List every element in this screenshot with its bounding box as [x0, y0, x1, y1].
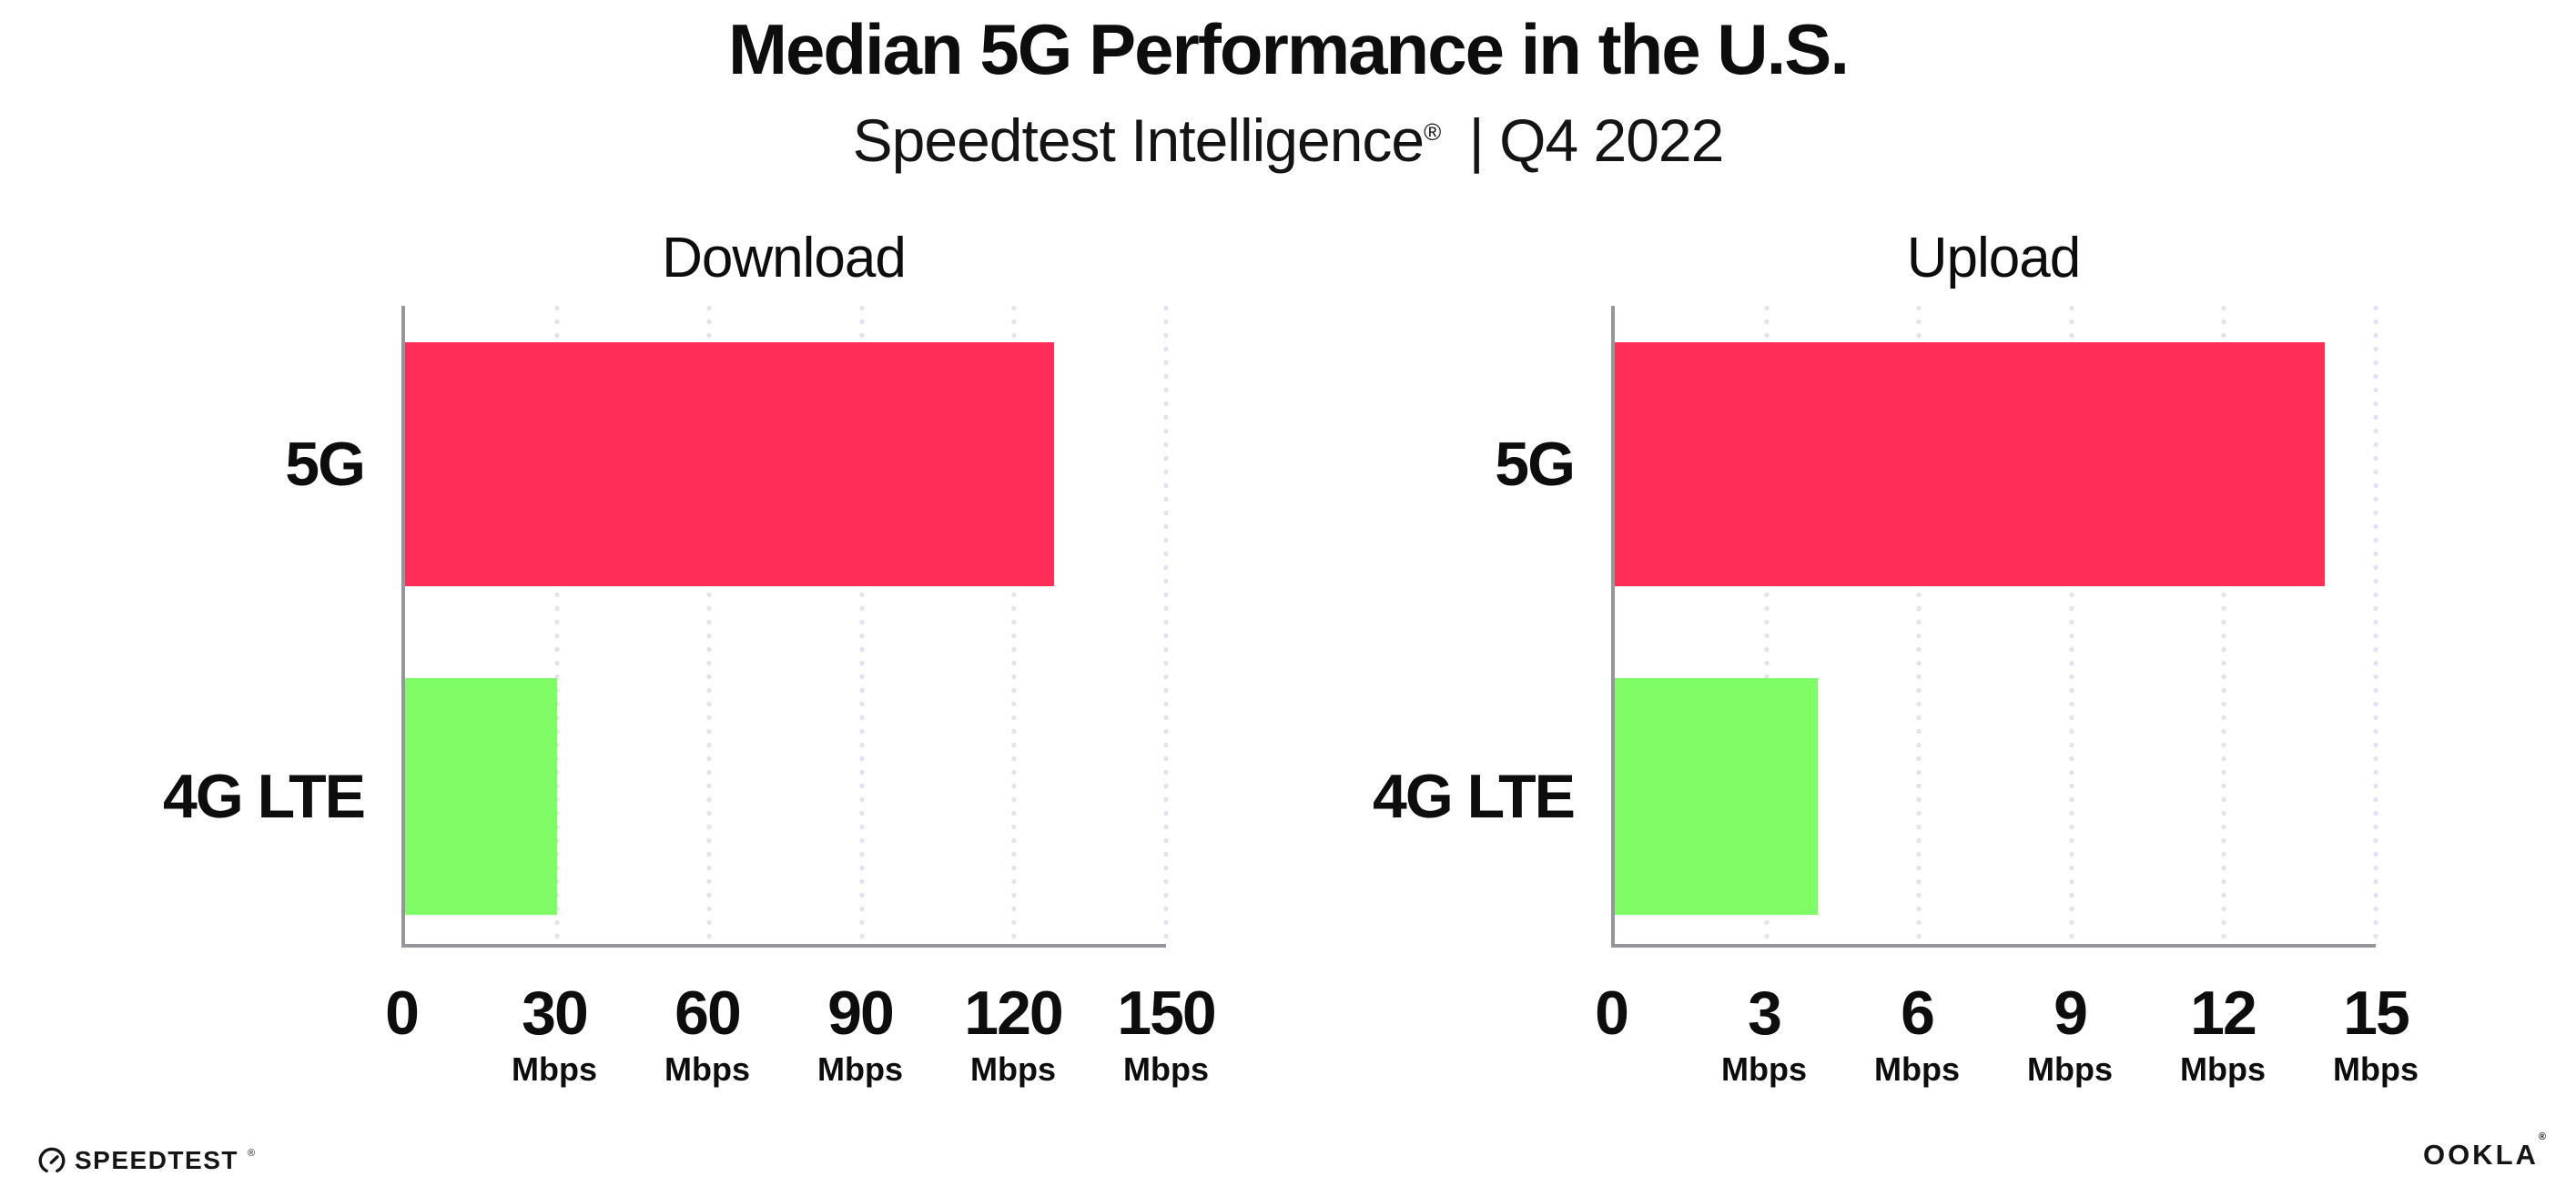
x-tick-value: 0	[1595, 979, 1629, 1048]
x-tick-label: 90 Mbps	[817, 982, 903, 1086]
category-label-4g-lte: 4G LTE	[163, 762, 366, 831]
speedtest-gauge-icon	[38, 1147, 66, 1173]
bar-4g-lte	[405, 678, 558, 915]
x-tick-unit: Mbps	[970, 1050, 1056, 1088]
page-subtitle: Speedtest Intelligence® | Q4 2022	[0, 106, 2576, 175]
x-tick-label: 120 Mbps	[964, 979, 1063, 1088]
x-tick-unit: Mbps	[2333, 1050, 2419, 1088]
x-tick-value: 150	[1117, 979, 1216, 1048]
category-label-4g-lte: 4G LTE	[1373, 762, 1576, 831]
gridline	[2221, 306, 2226, 944]
x-tick-unit: Mbps	[664, 1050, 750, 1088]
x-tick-value: 3	[1748, 979, 1782, 1048]
x-tick-unit: Mbps	[817, 1050, 903, 1088]
download-chart: Download 5G 4G LTE 0 30 Mbps 60 Mbps 90 Mbps 12…	[109, 218, 1217, 1129]
x-tick-unit: Mbps	[512, 1050, 597, 1088]
bar-5g	[405, 342, 1055, 586]
x-tick-value: 120	[964, 979, 1063, 1048]
gridline	[1764, 306, 1770, 944]
ookla-registered-mark: ®	[2538, 1131, 2549, 1142]
x-tick-label: 9 Mbps	[2027, 982, 2113, 1086]
gridline	[1916, 306, 1922, 944]
x-tick-value: 0	[385, 979, 420, 1048]
x-tick-unit: Mbps	[1721, 1050, 1807, 1088]
x-tick-unit: Mbps	[2027, 1050, 2113, 1088]
x-tick-label: 3 Mbps	[1721, 982, 1807, 1086]
category-label-5g: 5G	[285, 430, 366, 499]
x-tick-unit: Mbps	[1123, 1050, 1209, 1088]
x-tick-value: 9	[2054, 979, 2088, 1048]
speedtest-registered-mark: ®	[247, 1148, 256, 1159]
upload-chart: Upload 5G 4G LTE 0 3 Mbps 6 Mbps 9 Mbps 12 Mbps 1…	[1319, 218, 2419, 1129]
x-tick-label: 12 Mbps	[2180, 982, 2266, 1086]
x-tick-label: 6 Mbps	[1874, 982, 1960, 1086]
gridline	[706, 306, 712, 944]
subtitle-period: | Q4 2022	[1468, 106, 1725, 174]
gridline	[1163, 306, 1169, 944]
plot-area	[401, 306, 1169, 948]
x-tick-unit: Mbps	[1874, 1050, 1960, 1088]
bar-4g-lte	[1615, 678, 1818, 915]
x-tick-unit: Mbps	[2180, 1050, 2266, 1088]
x-tick-value: 30	[522, 979, 589, 1048]
x-tick-value: 6	[1901, 979, 1935, 1048]
chart-title-download: Download	[662, 227, 907, 289]
gridline	[1011, 306, 1017, 944]
bar-5g	[1615, 342, 2326, 586]
ookla-wordmark: OOKLA	[2422, 1139, 2539, 1171]
x-tick-label: 30 Mbps	[512, 982, 597, 1086]
x-tick-value: 15	[2343, 979, 2410, 1048]
x-tick-label: 60 Mbps	[664, 982, 750, 1086]
x-tick-value: 12	[2190, 979, 2257, 1048]
page-title: Median 5G Performance in the U.S.	[728, 9, 1850, 89]
gridline	[554, 306, 560, 944]
x-tick-label: 15 Mbps	[2333, 982, 2419, 1086]
x-tick-value: 90	[827, 979, 895, 1048]
x-axis: 0 3 Mbps 6 Mbps 9 Mbps 12 Mbps 15 Mbps	[1595, 948, 2419, 1121]
category-label-5g: 5G	[1495, 430, 1576, 499]
subtitle-brand: Speedtest Intelligence	[852, 106, 1425, 174]
x-tick-value: 60	[674, 979, 742, 1048]
chart-title-upload: Upload	[1906, 227, 2081, 289]
gridline	[859, 306, 865, 944]
x-tick-label: 0	[385, 979, 420, 1048]
plot-area	[1611, 306, 2378, 948]
header: Median 5G Performance in the U.S. Speedt…	[0, 9, 2576, 175]
speedtest-wordmark: SPEEDTEST	[75, 1146, 238, 1174]
gridline	[2373, 306, 2378, 944]
gridline	[2069, 306, 2074, 944]
x-tick-label: 150 Mbps	[1117, 979, 1216, 1088]
speedtest-logo: SPEEDTEST ®	[38, 1146, 255, 1175]
ookla-logo: OOKLA®	[2422, 1131, 2549, 1172]
x-tick-label: 0	[1595, 979, 1629, 1048]
x-axis: 0 30 Mbps 60 Mbps 90 Mbps 120 Mbps 150 Mbps	[385, 948, 1217, 1121]
registered-mark: ®	[1424, 117, 1441, 146]
